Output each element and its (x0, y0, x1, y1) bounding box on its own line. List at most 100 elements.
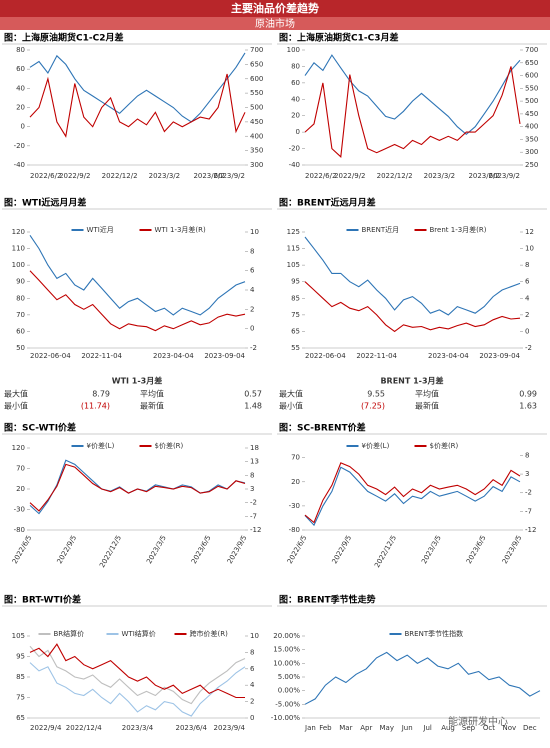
series-line (304, 236, 521, 316)
y2-tick-label: -2 (250, 499, 257, 507)
stat-value: (11.74) (81, 402, 110, 411)
x-tick-label: 2022/12/5 (98, 534, 123, 569)
chart-title: 图：BRENT季节性走势 (279, 594, 376, 606)
y2-tick-label: 400 (250, 132, 263, 140)
x-tick-label: 2022/6/5 (286, 534, 309, 565)
y-tick-label: -80 (14, 526, 25, 534)
y-tick-label: -20 (14, 142, 25, 150)
chart-title: 图：BRT-WTI价差 (4, 594, 81, 606)
y2-tick-label: -2 (250, 344, 257, 352)
y-tick-label: 105 (287, 261, 300, 269)
y-tick-label: 60 (291, 79, 300, 87)
x-tick-label: 2023-04-04 (153, 352, 194, 360)
y2-tick-label: 450 (525, 110, 538, 118)
x-tick-label: 2023/3/5 (420, 534, 443, 565)
y2-tick-label: 0 (250, 325, 254, 333)
x-tick-label: 2023/6/5 (190, 534, 213, 565)
legend-label: WTI近月 (87, 225, 114, 234)
x-tick-label: 2023/9/5 (226, 534, 249, 565)
x-tick-label: 2022/9/5 (331, 534, 354, 565)
series-line (304, 462, 521, 524)
y-tick-label: 40 (16, 84, 25, 92)
y2-tick-label: 8 (525, 451, 529, 459)
y2-tick-label: 3 (525, 470, 529, 478)
y-tick-label: 70 (291, 454, 300, 462)
series-line (29, 459, 246, 515)
x-tick-label: 2023/6/4 (176, 724, 208, 732)
y2-tick-label: 8 (250, 648, 254, 656)
x-tick-label: 2022-06-04 (30, 352, 71, 360)
series-line (29, 52, 246, 123)
stats-title: BRENT 1-3月差 (380, 376, 443, 386)
y-tick-label: 50 (16, 344, 25, 352)
y2-tick-label: 6 (250, 665, 255, 673)
y2-tick-label: 8 (250, 471, 254, 479)
y2-tick-label: 6 (250, 267, 255, 275)
series-line (29, 643, 245, 699)
x-tick-label: Oct (483, 724, 495, 732)
y2-tick-label: 2 (525, 311, 529, 319)
y2-tick-label: 550 (525, 84, 538, 92)
y-tick-label: 15.00% (273, 646, 300, 654)
y2-tick-label: -7 (250, 512, 257, 520)
legend-label: $价差(R) (155, 441, 184, 450)
x-tick-label: 2023/6/2 (193, 172, 224, 180)
y-tick-label: -30 (289, 502, 300, 510)
stat-value: 0.99 (519, 390, 537, 399)
y-tick-label: 120 (12, 228, 25, 236)
y-tick-label: -30 (14, 506, 25, 514)
x-tick-label: 2023/3/2 (149, 172, 180, 180)
y2-tick-label: 4 (525, 294, 530, 302)
y-tick-label: 0 (21, 123, 25, 131)
y2-tick-label: 12 (525, 228, 534, 236)
y-tick-label: 65 (291, 327, 300, 335)
x-tick-label: 2023/3/5 (145, 534, 168, 565)
y-tick-label: 40 (291, 95, 300, 103)
header-bar (0, 0, 550, 17)
x-tick-label: 2022/12/4 (66, 724, 102, 732)
y-tick-label: 115 (287, 245, 300, 253)
x-tick-label: 2022/9/2 (334, 172, 365, 180)
y-tick-label: -40 (14, 161, 25, 169)
legend-label: BRENT季节性指数 (405, 629, 464, 638)
y-tick-label: 55 (291, 344, 300, 352)
y-tick-label: 85 (291, 294, 300, 302)
x-tick-label: Jan (304, 724, 316, 732)
y-tick-label: 60 (16, 327, 25, 335)
y-tick-label: 65 (16, 714, 25, 722)
y2-tick-label: 0 (525, 327, 529, 335)
y-tick-label: 5.00% (278, 673, 301, 681)
y-tick-label: -80 (289, 526, 300, 534)
y-tick-label: 70 (16, 465, 25, 473)
y2-tick-label: 10 (525, 245, 534, 253)
x-tick-label: 2022/6/5 (11, 534, 34, 565)
y-tick-label: 70 (16, 311, 25, 319)
subheader-bar (0, 17, 550, 30)
legend-label: ¥价差(L) (362, 441, 390, 450)
stat-value: 0.57 (244, 390, 262, 399)
y2-tick-label: 700 (250, 46, 263, 54)
y-tick-label: 90 (16, 278, 25, 286)
x-tick-label: 2022/12/2 (377, 172, 413, 180)
series-line (304, 66, 521, 158)
x-tick-label: 2022/12/5 (373, 534, 398, 569)
x-tick-label: 2022-11-04 (356, 352, 397, 360)
y2-tick-label: -12 (525, 526, 536, 534)
y-tick-label: 125 (287, 228, 300, 236)
y-tick-label: 80 (16, 46, 25, 54)
series-line (29, 463, 246, 512)
legend-label: ¥价差(L) (87, 441, 115, 450)
series-line (29, 234, 246, 316)
chart-title: 图：SC-BRENT价差 (279, 422, 366, 434)
y2-tick-label: 6 (525, 278, 530, 286)
x-tick-label: Dec (523, 724, 537, 732)
x-tick-label: 2023/3/2 (424, 172, 455, 180)
x-tick-label: Jun (401, 724, 413, 732)
y2-tick-label: 250 (525, 161, 538, 169)
y2-tick-label: 600 (250, 75, 263, 83)
series-line (29, 73, 246, 138)
y2-tick-label: 10 (250, 632, 259, 640)
stat-value: 1.48 (244, 402, 262, 411)
y-tick-label: 85 (16, 673, 25, 681)
